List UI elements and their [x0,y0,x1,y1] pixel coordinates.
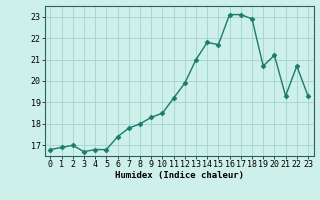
X-axis label: Humidex (Indice chaleur): Humidex (Indice chaleur) [115,171,244,180]
